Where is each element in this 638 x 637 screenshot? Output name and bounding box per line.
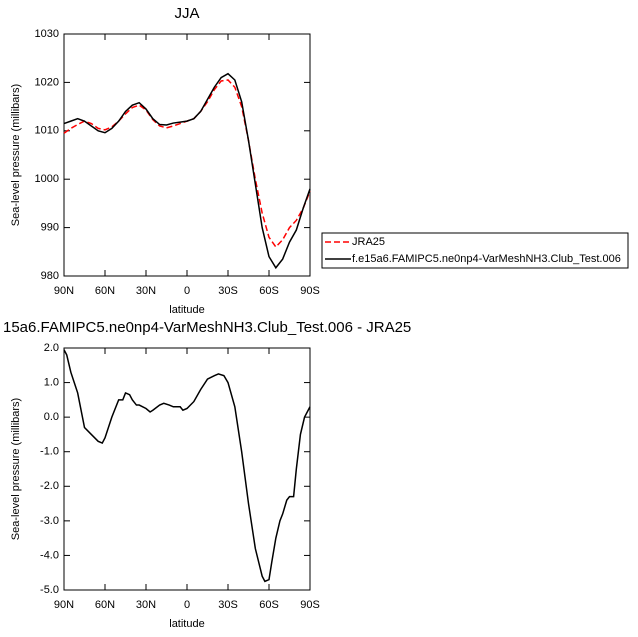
x-tick-label: 30S bbox=[218, 285, 238, 297]
legend-label: f.e15a6.FAMIPC5.ne0np4-VarMeshNH3.Club_T… bbox=[352, 253, 621, 265]
x-tick-label: 90S bbox=[300, 285, 320, 297]
x-tick-label: 30N bbox=[136, 285, 156, 297]
chart-title: 15a6.FAMIPC5.ne0np4-VarMeshNH3.Club_Test… bbox=[3, 319, 411, 336]
y-tick-label: 980 bbox=[41, 270, 59, 282]
chart-title: JJA bbox=[174, 5, 199, 22]
y-tick-label: 1000 bbox=[35, 173, 59, 185]
plot-frame bbox=[63, 347, 311, 591]
x-axis-title: latitude bbox=[169, 304, 204, 316]
x-tick-label: 60S bbox=[259, 285, 279, 297]
x-tick-label: 60N bbox=[95, 285, 115, 297]
y-tick-label: 0.0 bbox=[44, 411, 59, 423]
x-tick-label: 60S bbox=[259, 599, 279, 611]
y-tick-label: -3.0 bbox=[40, 515, 59, 527]
x-tick-label: 0 bbox=[184, 285, 190, 297]
y-tick-label: 1010 bbox=[35, 125, 59, 137]
x-tick-label: 30N bbox=[136, 599, 156, 611]
y-tick-label: -2.0 bbox=[40, 480, 59, 492]
data-line bbox=[63, 349, 311, 583]
y-tick-label: -4.0 bbox=[40, 549, 59, 561]
x-tick-label: 90S bbox=[300, 599, 320, 611]
x-tick-label: 90N bbox=[54, 285, 74, 297]
y-tick-label: -1.0 bbox=[40, 446, 59, 458]
y-tick-label: 1030 bbox=[35, 28, 59, 40]
x-axis-title: latitude bbox=[169, 618, 204, 630]
x-tick-label: 0 bbox=[184, 599, 190, 611]
x-tick-label: 60N bbox=[95, 599, 115, 611]
x-tick-label: 90N bbox=[54, 599, 74, 611]
data-line bbox=[63, 72, 311, 270]
plot-frame bbox=[63, 33, 311, 277]
legend-label: JRA25 bbox=[352, 236, 385, 248]
y-tick-label: -5.0 bbox=[40, 584, 59, 596]
y-tick-label: 2.0 bbox=[44, 342, 59, 354]
y-axis-title: Sea-level pressure (millibars) bbox=[10, 84, 22, 226]
legend-box bbox=[321, 232, 629, 269]
y-tick-label: 990 bbox=[41, 222, 59, 234]
y-tick-label: 1.0 bbox=[44, 376, 59, 388]
y-tick-label: 1020 bbox=[35, 76, 59, 88]
y-axis-title: Sea-level pressure (millibars) bbox=[10, 398, 22, 540]
data-line bbox=[63, 79, 311, 249]
x-tick-label: 30S bbox=[218, 599, 238, 611]
